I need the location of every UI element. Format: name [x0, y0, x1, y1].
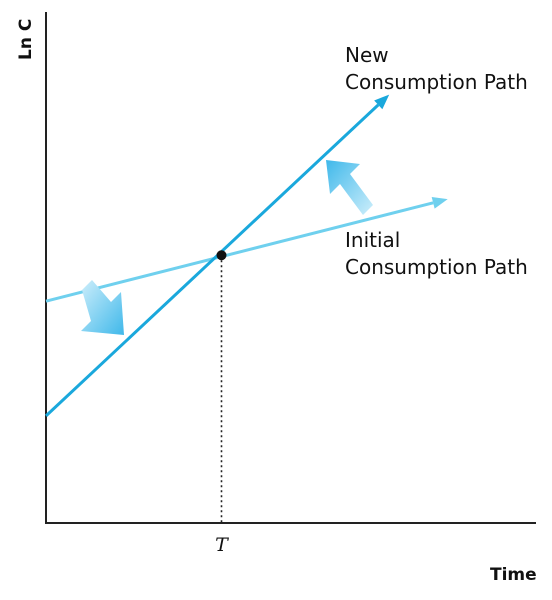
new-consumption-path-arrowhead — [374, 94, 390, 110]
x-axis-label: Time — [490, 565, 537, 585]
y-axis-label: Ln C — [16, 19, 36, 60]
initial-label-line-2: Consumption Path — [345, 255, 528, 279]
shift-arrow-down-icon — [81, 280, 124, 335]
initial-consumption-path-label: Initial Consumption Path — [345, 228, 528, 279]
x-tick-label-t: T — [215, 534, 229, 556]
new-consumption-path-line — [44, 103, 380, 417]
new-consumption-path-label: New Consumption Path — [345, 43, 528, 94]
intersection-point — [216, 250, 227, 261]
new-label-line-1: New — [345, 43, 389, 67]
initial-consumption-path-line — [45, 201, 434, 303]
initial-label-line-1: Initial — [345, 228, 400, 252]
initial-consumption-path-arrowhead — [431, 197, 448, 209]
new-label-line-2: Consumption Path — [345, 70, 528, 94]
shift-arrow-up-icon — [326, 160, 373, 215]
